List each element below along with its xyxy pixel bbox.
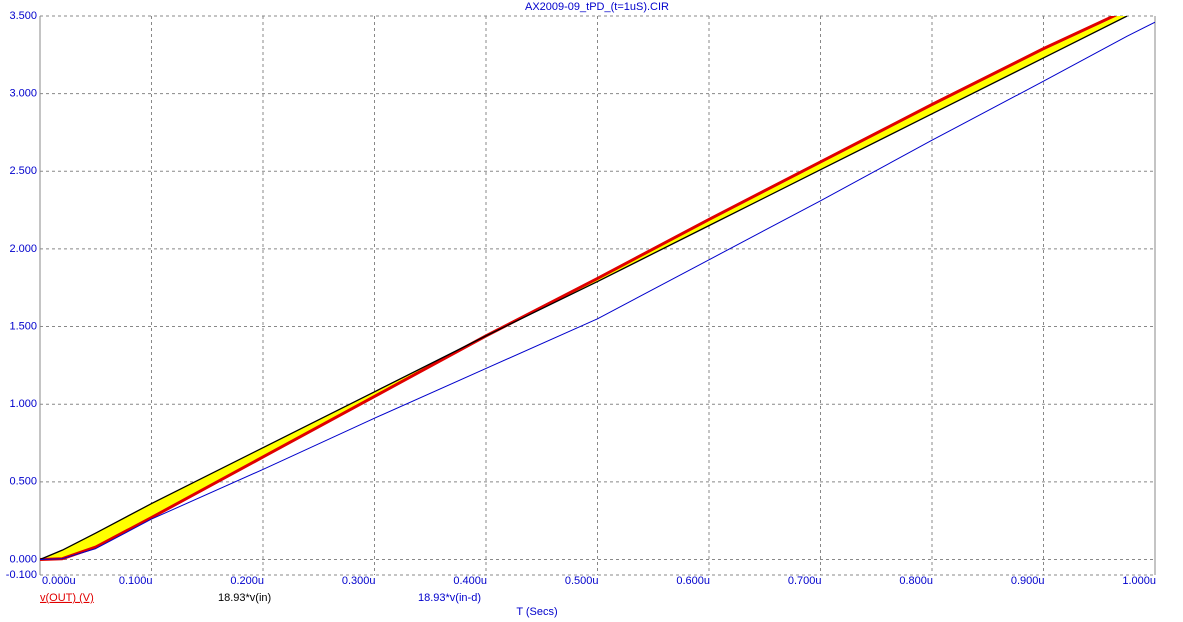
- x-tick-label: 0.500u: [565, 575, 599, 587]
- legend-entry: 18.93*v(in): [218, 592, 271, 604]
- x-tick-label: 0.100u: [119, 575, 153, 587]
- series-line: [40, 21, 1155, 560]
- x-tick-label: 0.600u: [676, 575, 710, 587]
- x-tick-label: 0.800u: [899, 575, 933, 587]
- legend-entry: 18.93*v(in-d): [418, 592, 481, 604]
- y-tick-label: 2.000: [9, 243, 37, 255]
- x-tick-label: 0.300u: [342, 575, 376, 587]
- series-line: [40, 16, 1128, 561]
- x-axis-label: T (Secs): [516, 606, 557, 618]
- x-tick-label: 0.400u: [453, 575, 487, 587]
- y-tick-label: 0.000: [9, 553, 37, 565]
- y-tick-label: 2.500: [9, 165, 37, 177]
- x-tick-label: 0.200u: [230, 575, 264, 587]
- x-tick-label: 1.000u: [1122, 575, 1156, 587]
- y-tick-label: 3.500: [9, 10, 37, 22]
- y-tick-label: 1.500: [9, 320, 37, 332]
- legend-entry: v(OUT) (V): [40, 592, 94, 604]
- y-tick-label: 0.500: [9, 476, 37, 488]
- x-tick-label: 0.000u: [42, 575, 76, 587]
- y-tick-label: 1.000: [9, 398, 37, 410]
- y-tick-label: -0.100: [6, 569, 37, 581]
- grid: [39, 15, 1156, 576]
- chart-title: AX2009-09_tPD_(t=1uS).CIR: [525, 1, 669, 13]
- plot-area: [40, 16, 1155, 561]
- y-tick-label: 3.000: [9, 88, 37, 100]
- labels: -0.100 0.000 0.500 1.000 1.500 2.000 2.500 3.00…: [6, 10, 1156, 604]
- x-tick-label: 0.900u: [1011, 575, 1045, 587]
- x-tick-label: 0.700u: [788, 575, 822, 587]
